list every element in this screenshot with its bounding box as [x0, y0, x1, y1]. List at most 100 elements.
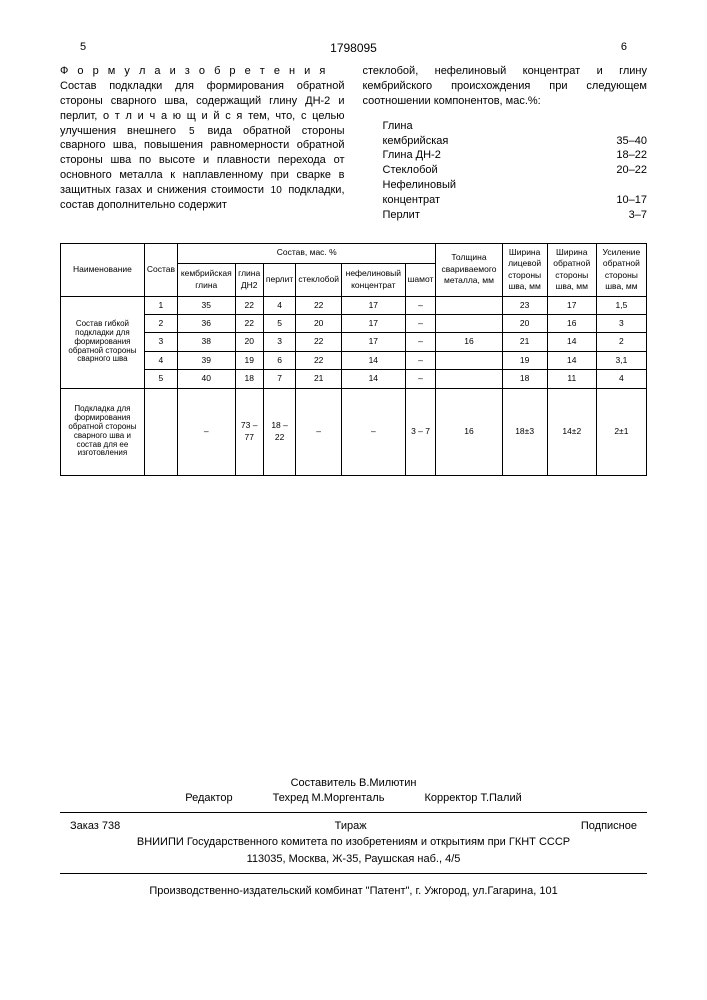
- table-cell: 3 – 7: [405, 388, 436, 475]
- table-cell: 3: [144, 333, 177, 351]
- footer-print: Производственно-издательский комбинат "П…: [60, 884, 647, 899]
- divider-2: [60, 873, 647, 874]
- table-row: Состав гибкой подкладки для формирования…: [61, 296, 647, 314]
- table-cell: 40: [178, 370, 236, 388]
- composition-table: Наименование Состав Состав, мас. % Толщи…: [60, 243, 647, 476]
- table-cell: –: [405, 314, 436, 332]
- table-cell: 4: [263, 296, 295, 314]
- table-row: 3382032217–1621142: [61, 333, 647, 351]
- table-cell: 18: [235, 370, 263, 388]
- table-row: 5401872114–18114: [61, 370, 647, 388]
- table-cell: 17: [342, 333, 406, 351]
- th-thickness: Толщина свариваемого металла, мм: [436, 243, 502, 296]
- corrector: Корректор Т.Палий: [424, 791, 521, 806]
- table-cell: 18 – 22: [263, 388, 295, 475]
- table-cell: 3: [596, 314, 646, 332]
- footer-org-2: 113035, Москва, Ж-35, Раушская наб., 4/5: [60, 852, 647, 867]
- table-cell: [436, 370, 502, 388]
- ratio-row: Стеклобой20–22: [363, 163, 648, 178]
- table-cell: 7: [263, 370, 295, 388]
- right-column: стеклобой, нефелиновый концентрат и глин…: [363, 64, 648, 222]
- table-cell: 5: [144, 370, 177, 388]
- table-cell: –: [405, 370, 436, 388]
- table-cell: 2±1: [596, 388, 646, 475]
- table-cell: 3: [263, 333, 295, 351]
- table-cell: 3,1: [596, 351, 646, 369]
- table-cell: –: [296, 388, 342, 475]
- table-row: 2362252017–20163: [61, 314, 647, 332]
- compiler: Составитель В.Милютин: [60, 776, 647, 791]
- table-cell: 20: [296, 314, 342, 332]
- ratio-value: 18–22: [616, 148, 647, 163]
- table-cell: 22: [235, 314, 263, 332]
- credits-block: Составитель В.Милютин Редактор Техред М.…: [60, 776, 647, 806]
- order-line: Заказ 738 Тираж Подписное: [60, 819, 647, 834]
- col-number-right: 6: [621, 40, 627, 56]
- ratio-value: 10–17: [616, 193, 647, 208]
- table-cell: –: [178, 388, 236, 475]
- th-sostav: Состав: [144, 243, 177, 296]
- sign: Подписное: [581, 819, 637, 834]
- table-row: 4391962214–19143,1: [61, 351, 647, 369]
- table-cell: [436, 351, 502, 369]
- table-cell: 21: [502, 333, 547, 351]
- table-cell: –: [342, 388, 406, 475]
- table-row: Подкладка для формирования обратной стор…: [61, 388, 647, 475]
- table-cell: 23: [502, 296, 547, 314]
- th-c1: кембрийская глина: [178, 263, 236, 296]
- table-cell: 14: [547, 351, 596, 369]
- table-cell: 14±2: [547, 388, 596, 475]
- th-name: Наименование: [61, 243, 145, 296]
- table-cell: 22: [296, 333, 342, 351]
- table-cell: 21: [296, 370, 342, 388]
- formula-title: Ф о р м у л а и з о б р е т е н и я: [60, 65, 328, 77]
- ratio-value: 35–40: [616, 134, 647, 149]
- th-face-width: Ширина лицевой стороны шва, мм: [502, 243, 547, 296]
- table-cell: 22: [296, 351, 342, 369]
- group-label: Состав гибкой подкладки для формирования…: [61, 296, 145, 388]
- table-cell: 22: [296, 296, 342, 314]
- table-cell: 38: [178, 333, 236, 351]
- group-label: Подкладка для формирования обратной стор…: [61, 388, 145, 475]
- ratio-value: 20–22: [616, 163, 647, 178]
- table-cell: [144, 388, 177, 475]
- ratio-label: Глина ДН-2: [383, 148, 441, 163]
- ratio-row: Нефелиновый: [363, 178, 648, 193]
- table-cell: 17: [342, 314, 406, 332]
- tirazh: Тираж: [335, 819, 367, 834]
- table-cell: 2: [144, 314, 177, 332]
- table-cell: 36: [178, 314, 236, 332]
- table-body: Состав гибкой подкладки для формирования…: [61, 296, 647, 475]
- th-reinforce: Усиление обратной стороны шва, мм: [596, 243, 646, 296]
- line-marker-5: 5: [189, 126, 195, 137]
- table-cell: 73 – 77: [235, 388, 263, 475]
- th-c5: нефелиновый концентрат: [342, 263, 406, 296]
- table-cell: 35: [178, 296, 236, 314]
- th-c2: глина ДН2: [235, 263, 263, 296]
- table-cell: 5: [263, 314, 295, 332]
- table-cell: 1,5: [596, 296, 646, 314]
- ratio-value: 3–7: [629, 208, 647, 223]
- table-cell: [436, 314, 502, 332]
- order-number: Заказ 738: [70, 819, 120, 834]
- table-cell: 2: [596, 333, 646, 351]
- table-cell: 17: [547, 296, 596, 314]
- table-cell: 14: [342, 370, 406, 388]
- table-cell: 17: [342, 296, 406, 314]
- editor: Редактор: [185, 791, 232, 806]
- left-column: Ф о р м у л а и з о б р е т е н и я Сост…: [60, 64, 345, 222]
- ratio-label: Нефелиновый: [383, 178, 457, 193]
- table-cell: 39: [178, 351, 236, 369]
- table-cell: –: [405, 351, 436, 369]
- table-cell: 6: [263, 351, 295, 369]
- table-cell: [436, 296, 502, 314]
- table-cell: 18: [502, 370, 547, 388]
- ratio-row: Перлит 3–7: [363, 208, 648, 223]
- body-columns: Ф о р м у л а и з о б р е т е н и я Сост…: [60, 64, 647, 222]
- ratio-label: Перлит: [383, 208, 420, 223]
- th-c4: стеклобой: [296, 263, 342, 296]
- line-marker-10: 10: [271, 185, 282, 196]
- footer-org-1: ВНИИПИ Государственного комитета по изоб…: [60, 835, 647, 850]
- ratio-label: концентрат: [383, 193, 441, 208]
- table-cell: 4: [144, 351, 177, 369]
